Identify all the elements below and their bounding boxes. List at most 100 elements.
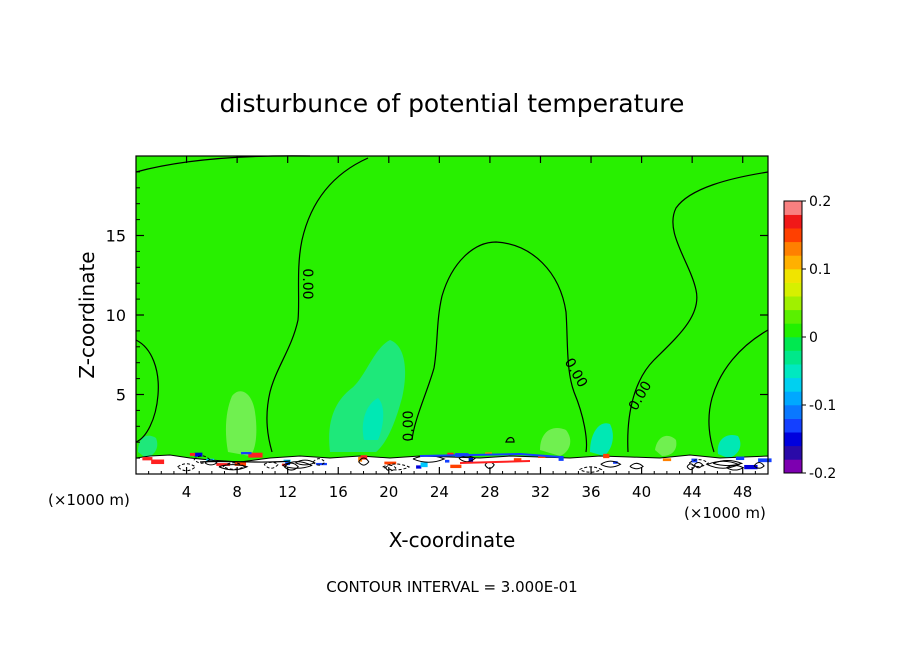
colorbar-swatch <box>784 296 802 311</box>
surface-color-patch <box>189 452 196 456</box>
surface-layer <box>135 452 772 475</box>
x-tick-label: 32 <box>531 483 550 501</box>
surface-color-patch <box>420 462 428 468</box>
surface-color-patch <box>513 458 522 462</box>
x-tick-label: 44 <box>683 483 702 501</box>
colorbar-swatch <box>784 445 802 460</box>
x-tick-label: 20 <box>379 483 398 501</box>
surface-color-patch <box>662 458 672 462</box>
surface-contour <box>199 460 291 463</box>
contour-line <box>708 329 769 453</box>
colorbar-tick-label: -0.2 <box>809 466 836 482</box>
colorbar-swatch <box>784 201 802 215</box>
surface-contour <box>686 463 696 471</box>
teal-patch <box>329 340 406 452</box>
colorbar-swatch <box>784 432 802 447</box>
light-green-patch <box>540 428 571 456</box>
colorbar-swatch <box>784 269 802 283</box>
x-tick-label: 48 <box>733 483 752 501</box>
light-green-patch <box>225 391 257 456</box>
surface-contour <box>600 460 622 468</box>
teal-patch <box>138 435 158 458</box>
surface-contour <box>263 461 280 469</box>
surface-color-patch <box>248 452 263 458</box>
x-tick-label: 4 <box>182 483 192 501</box>
x-tick-label: 36 <box>581 483 600 501</box>
plot-area: 0.00 0.00 0.00 0.00 <box>135 155 772 475</box>
colorbar-swatch <box>784 241 802 256</box>
y-tick-label: 5 <box>116 386 126 405</box>
surface-contour <box>222 462 246 470</box>
surface-contour <box>753 462 765 469</box>
contour-lines <box>135 155 769 453</box>
contour-interval-footer: CONTOUR INTERVAL = 3.000E-01 <box>326 578 577 596</box>
surface-contour <box>295 459 316 466</box>
surface-color-patch <box>234 461 247 466</box>
colorbar-swatch <box>784 364 802 379</box>
surface-color-patch <box>758 458 772 463</box>
x-axis: 4 8 12 16 20 24 28 32 36 40 44 48 <box>148 156 756 501</box>
x-unit-label-right: (×1000 m) <box>684 504 766 522</box>
colorbar-swatch <box>784 228 802 243</box>
contour-label: 0.00 <box>299 268 315 299</box>
surface-color-patch <box>735 456 745 461</box>
surface-color-patch <box>538 455 546 458</box>
x-tick-label: 8 <box>232 483 242 501</box>
x-tick-label: 16 <box>329 483 348 501</box>
contour-line <box>266 157 369 453</box>
y-tick-label: 15 <box>106 227 126 246</box>
x-tick-label: 24 <box>430 483 449 501</box>
surface-contour <box>693 461 704 469</box>
surface-contour <box>629 462 644 470</box>
colorbar-swatch <box>784 391 802 406</box>
colorbar-swatch <box>784 350 802 365</box>
surface-band-blue <box>419 452 561 458</box>
colorbar-swatch <box>784 459 802 474</box>
colorbar-swatch <box>784 214 802 229</box>
colorbar-tick-label: 0.2 <box>809 194 831 210</box>
surface-contour <box>358 457 370 466</box>
surface-color-patch <box>558 455 564 461</box>
contour-line <box>505 436 515 443</box>
surface-color-patch <box>384 461 397 465</box>
x-tick-label: 28 <box>480 483 499 501</box>
y-tick-label: 10 <box>106 306 126 325</box>
surface-contour <box>713 460 744 467</box>
surface-contour <box>204 459 218 466</box>
light-green-patch <box>655 435 677 456</box>
colorbar-swatch <box>784 405 802 419</box>
surface-contour <box>283 462 299 471</box>
colorbar-swatch <box>784 282 802 297</box>
y-axis: 5 10 15 <box>106 171 768 459</box>
surface-contour <box>193 455 211 464</box>
surface-contour <box>688 459 710 468</box>
y-axis-label: Z-coordinate <box>75 251 99 378</box>
colorbar: 0.2 0.1 0 -0.1 -0.2 <box>783 194 836 482</box>
surface-color-patch <box>316 462 327 466</box>
colorbar-swatch <box>784 377 802 392</box>
surface-band-red <box>459 460 531 464</box>
surface-color-patch <box>603 453 610 459</box>
surface-contour <box>177 463 197 472</box>
surface-color-patch <box>360 455 368 460</box>
surface-color-patch <box>744 464 758 470</box>
colorbar-tick-label: -0.1 <box>809 398 836 414</box>
surface-color-patch <box>241 452 252 455</box>
contour-line <box>135 339 159 443</box>
x-unit-label: (×1000 m) <box>48 491 130 509</box>
colorbar-swatch <box>784 255 802 270</box>
colorbar-tick-label: 0 <box>809 330 818 346</box>
x-tick-label: 12 <box>278 483 297 501</box>
colorbar-swatch <box>784 418 802 433</box>
surface-color-patch <box>416 465 422 469</box>
surface-contour <box>282 461 313 469</box>
teal-patch <box>590 423 613 456</box>
surface-color-patch <box>450 464 462 469</box>
contour-line <box>627 171 769 453</box>
chart-title: disturbunce of potential temperature <box>220 89 685 118</box>
contour-label: 0.00 <box>401 410 417 441</box>
colorbar-swatch <box>784 323 802 338</box>
surface-color-patch <box>444 459 450 463</box>
surface-color-patch <box>613 461 618 464</box>
